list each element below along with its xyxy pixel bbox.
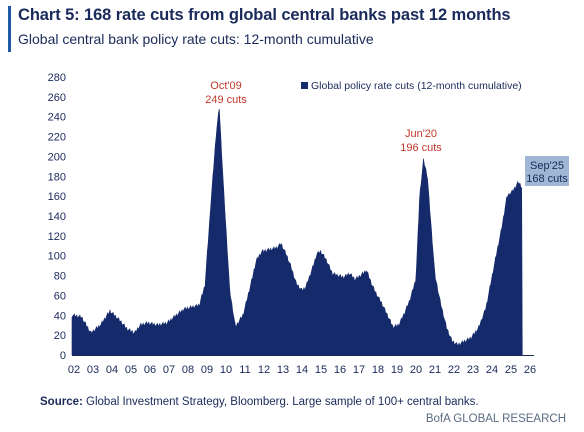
chart-subtitle: Global central bank policy rate cuts: 12… <box>18 31 374 47</box>
x-tick-label: 22 <box>448 364 460 376</box>
source-label: Source: <box>40 396 83 408</box>
x-tick-label: 19 <box>391 364 403 376</box>
y-tick-label: 220 <box>48 132 66 144</box>
x-tick-label: 16 <box>334 364 346 376</box>
x-tick-label: 15 <box>315 364 327 376</box>
y-tick-label: 160 <box>48 191 66 203</box>
y-tick-label: 0 <box>60 350 66 362</box>
x-tick-label: 18 <box>372 364 384 376</box>
x-tick-label: 09 <box>201 364 213 376</box>
x-tick-label: 12 <box>258 364 270 376</box>
y-tick-label: 260 <box>48 92 66 104</box>
x-tick-label: 02 <box>68 364 80 376</box>
y-tick-label: 60 <box>54 290 66 302</box>
x-tick-label: 06 <box>144 364 156 376</box>
chart-title: Chart 5: 168 rate cuts from global centr… <box>18 6 511 24</box>
rate-cuts-area-series <box>71 108 523 356</box>
source-note: Source: Global Investment Strategy, Bloo… <box>40 396 479 408</box>
annotation-jun20-date: Jun'20 <box>405 128 437 140</box>
x-tick-label: 13 <box>277 364 289 376</box>
x-tick-label: 14 <box>296 364 308 376</box>
y-tick-label: 280 <box>48 72 66 84</box>
x-tick-label: 08 <box>182 364 194 376</box>
annotation-jun20-count: 196 cuts <box>400 142 442 154</box>
x-tick-label: 21 <box>429 364 441 376</box>
x-tick-label: 11 <box>239 364 250 376</box>
y-tick-label: 200 <box>48 151 66 163</box>
source-text: Global Investment Strategy, Bloomberg. L… <box>82 396 479 408</box>
y-tick-label: 40 <box>54 310 66 322</box>
legend-label: Global policy rate cuts (12-month cumula… <box>311 80 522 92</box>
title-accent-bar <box>8 6 11 52</box>
y-tick-label: 100 <box>48 251 66 263</box>
x-tick-label: 17 <box>353 364 365 376</box>
x-tick-label: 20 <box>410 364 422 376</box>
x-tick-label: 26 <box>524 364 536 376</box>
annotation-sep25-count: 168 cuts <box>526 173 568 185</box>
y-tick-label: 240 <box>48 112 66 124</box>
annotation-oct09-count: 249 cuts <box>205 94 247 106</box>
y-tick-label: 120 <box>48 231 66 243</box>
annotation-oct09-date: Oct'09 <box>210 80 241 92</box>
y-tick-label: 20 <box>54 330 66 342</box>
x-tick-label: 05 <box>125 364 137 376</box>
legend-swatch <box>301 82 308 89</box>
x-tick-label: 10 <box>220 364 232 376</box>
annotation-sep25-date: Sep'25 <box>530 160 564 172</box>
y-tick-label: 180 <box>48 171 66 183</box>
y-tick-label: 80 <box>54 271 66 283</box>
x-tick-label: 25 <box>505 364 517 376</box>
brand-label: BofA GLOBAL RESEARCH <box>425 413 566 425</box>
annotation-sep25-box <box>525 156 569 186</box>
x-tick-label: 07 <box>163 364 175 376</box>
x-tick-label: 03 <box>87 364 99 376</box>
y-tick-label: 140 <box>48 211 66 223</box>
x-tick-label: 04 <box>106 364 118 376</box>
x-tick-label: 24 <box>486 364 498 376</box>
x-tick-label: 23 <box>467 364 479 376</box>
